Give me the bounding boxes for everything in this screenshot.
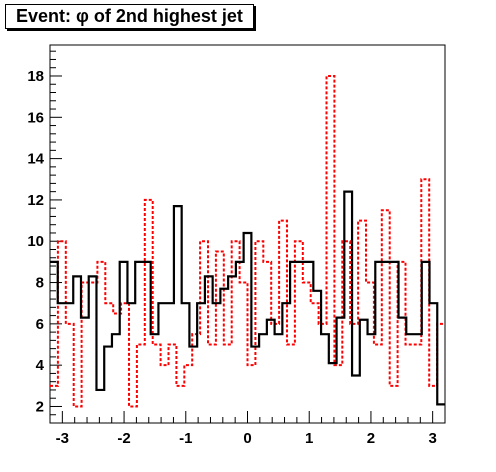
series-layer bbox=[50, 74, 445, 408]
y-tick-label: 4 bbox=[36, 357, 45, 374]
chart-title-box: Event: φ of 2nd highest jet bbox=[5, 4, 254, 29]
solid-series-line bbox=[50, 190, 445, 406]
y-tick-label: 18 bbox=[27, 68, 44, 85]
y-tick-label: 10 bbox=[27, 233, 44, 250]
y-axis: 2 4 6 8 10 12 14 16 18 bbox=[27, 50, 62, 424]
chart-title: Event: φ of 2nd highest jet bbox=[16, 6, 243, 26]
x-tick-label: -3 bbox=[56, 430, 69, 447]
y-tick-label: 6 bbox=[36, 316, 44, 333]
y-tick-label: 12 bbox=[27, 192, 44, 209]
x-tick-label: -2 bbox=[117, 430, 130, 447]
x-tick-label: 3 bbox=[428, 430, 436, 447]
y-tick-label: 8 bbox=[36, 275, 44, 292]
x-tick-label: 0 bbox=[243, 430, 251, 447]
x-tick-label: -1 bbox=[179, 430, 192, 447]
y-tick-label: 14 bbox=[27, 151, 44, 168]
y-tick-label: 2 bbox=[36, 398, 44, 415]
x-tick-label: 1 bbox=[305, 430, 313, 447]
x-tick-label: 2 bbox=[367, 430, 375, 447]
y-tick-label: 16 bbox=[27, 109, 44, 126]
dashed-series-line bbox=[50, 74, 445, 408]
x-axis: -3 -2 -1 0 1 2 3 bbox=[49, 411, 446, 447]
